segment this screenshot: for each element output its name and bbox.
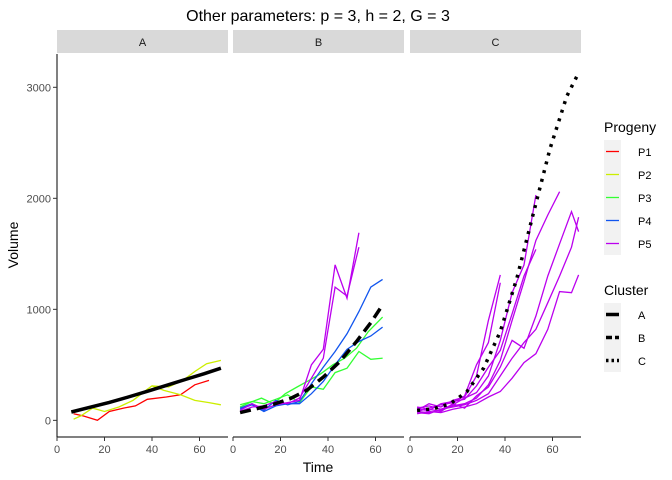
facet-strip	[410, 30, 581, 53]
series-line-p1	[73, 379, 210, 422]
series-line-p4	[239, 326, 383, 413]
series-line-p5	[417, 249, 537, 412]
legend-label: C	[638, 356, 646, 368]
x-tick-label: 60	[546, 444, 558, 456]
y-axis-label: Volume	[5, 221, 21, 268]
legend-label: P5	[638, 239, 651, 251]
cluster-curve-a	[70, 366, 222, 414]
x-tick-label: 20	[451, 444, 463, 456]
series-line-p3	[239, 316, 384, 408]
x-tick-label: 0	[407, 444, 413, 456]
legend-label: P4	[638, 216, 651, 228]
facet-strip-label: C	[492, 37, 500, 49]
x-tick-label: 40	[499, 444, 511, 456]
series-line-p2	[151, 359, 222, 388]
facet-panels: A 0 1000 2000 3000 0 20 40 60 B 0 20 40 60 C 0 20 40 60	[27, 30, 581, 456]
cluster-curve-c	[416, 72, 581, 413]
legend-label: A	[638, 310, 646, 322]
x-tick-label: 60	[193, 444, 205, 456]
x-axis-label: Time	[303, 459, 334, 475]
series-line-p4	[239, 278, 383, 412]
legend-label: P3	[638, 193, 651, 205]
x-tick-label: 20	[98, 444, 110, 456]
series-line-p5	[417, 217, 580, 415]
legends: Progeny P1 P2 P3 P4 P5 Cluster ABC	[604, 119, 656, 372]
facet-strip	[57, 30, 228, 53]
facet-strip-label: B	[315, 37, 322, 49]
legend-label: B	[638, 333, 645, 345]
facet-strip	[233, 30, 404, 53]
x-tick-label: 20	[274, 444, 286, 456]
y-tick-label: 1000	[27, 304, 51, 316]
x-tick-label: 60	[369, 444, 381, 456]
series-line-p5	[239, 247, 360, 413]
series-line-p5	[417, 191, 561, 414]
x-tick-label: 0	[230, 444, 236, 456]
legend-label: P2	[638, 170, 651, 182]
series-line-p5	[416, 274, 580, 415]
x-tick-label: 40	[322, 444, 334, 456]
y-tick-label: 3000	[27, 82, 51, 94]
y-tick-label: 0	[45, 415, 51, 427]
x-tick-label: 0	[54, 444, 60, 456]
facet-strip-label: A	[139, 37, 147, 49]
progeny-legend-title: Progeny	[604, 119, 656, 135]
series-line-p5	[416, 282, 501, 413]
x-tick-label: 40	[146, 444, 158, 456]
series-line-p5	[239, 232, 360, 411]
y-tick-label: 2000	[27, 193, 51, 205]
chart-title: Other parameters: p = 3, h = 2, G = 3	[186, 8, 450, 25]
cluster-legend-title: Cluster	[604, 282, 649, 298]
legend-label: P1	[638, 147, 651, 159]
cluster-curve-b	[239, 303, 385, 415]
legend-key-bg	[604, 326, 621, 349]
series-line-p5	[416, 209, 580, 413]
